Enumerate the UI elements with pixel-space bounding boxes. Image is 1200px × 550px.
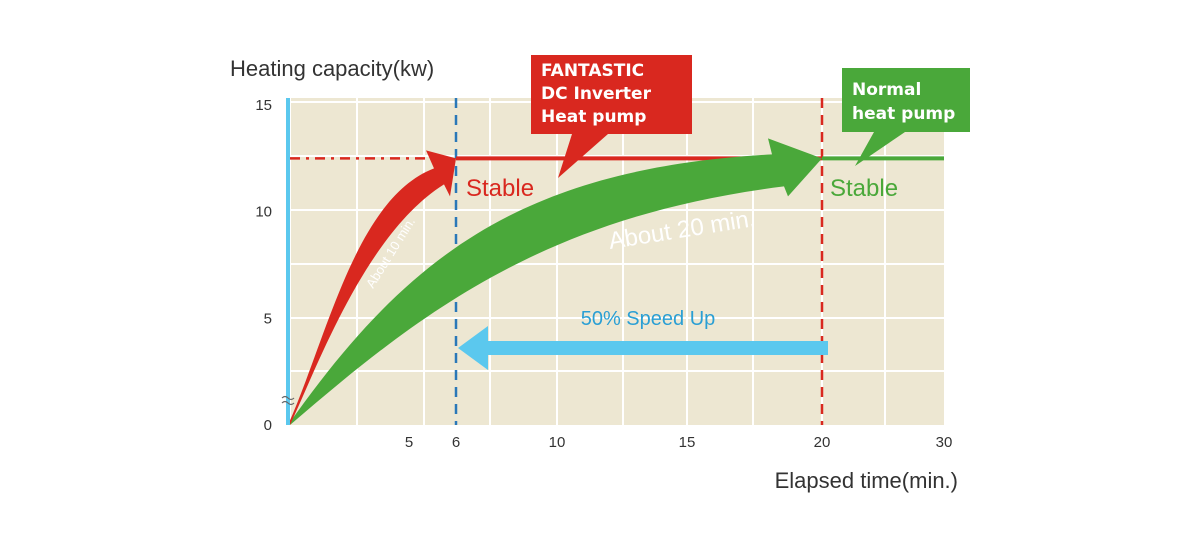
stable-label-inverter: Stable: [466, 175, 534, 202]
normal-callout-line-1: Normal: [852, 80, 921, 100]
axis-break-mark: [281, 395, 295, 406]
y-tick-labels: 0 5 10 15: [255, 97, 272, 434]
x-tick-label: 15: [679, 434, 696, 451]
x-tick-labels: 5 6 10 15 20 30: [405, 434, 953, 451]
y-tick-label: 0: [264, 417, 272, 434]
normal-callout-line-2: heat pump: [852, 104, 955, 124]
normal-callout: Normal heat pump: [842, 68, 970, 166]
x-axis-title: Elapsed time(min.): [775, 468, 958, 493]
x-tick-label: 20: [814, 434, 831, 451]
speed-up-arrow: [458, 326, 828, 370]
inverter-rise-arrow: [288, 150, 456, 425]
y-tick-label: 15: [255, 97, 272, 114]
inverter-callout-line-1: FANTASTIC: [541, 61, 644, 81]
x-tick-label: 6: [452, 434, 460, 451]
x-tick-label: 5: [405, 434, 413, 451]
inverter-callout-box: [531, 55, 692, 178]
inverter-callout: FANTASTIC DC Inverter Heat pump: [531, 55, 692, 178]
speed-up-label: 50% Speed Up: [581, 308, 716, 330]
y-tick-label: 5: [264, 310, 272, 327]
inverter-callout-line-2: DC Inverter: [541, 84, 652, 104]
normal-rise-arrow: [288, 138, 822, 425]
y-axis-title: Heating capacity(kw): [230, 56, 434, 81]
inverter-callout-line-3: Heat pump: [541, 107, 646, 127]
x-tick-label: 10: [549, 434, 566, 451]
stable-label-normal: Stable: [830, 175, 898, 202]
x-tick-label: 30: [936, 434, 953, 451]
normal-callout-box: [842, 68, 970, 166]
y-tick-label: 10: [255, 204, 272, 221]
